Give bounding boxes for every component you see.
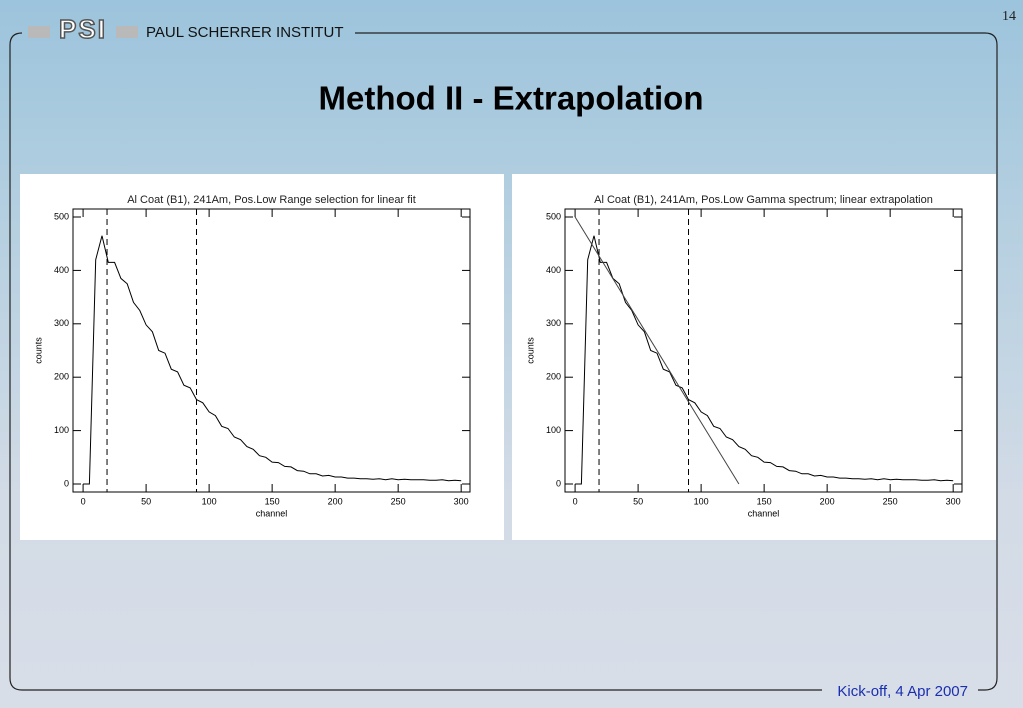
x-tick-label: 50 <box>141 496 151 506</box>
x-tick-label: 250 <box>883 496 898 506</box>
x-tick-label: 150 <box>757 496 772 506</box>
y-tick-label: 100 <box>54 425 69 435</box>
frame <box>9 32 998 691</box>
data-line <box>575 235 954 485</box>
y-tick-label: 300 <box>546 318 561 328</box>
y-tick-label: 0 <box>64 478 69 488</box>
chart-panel <box>512 174 996 540</box>
y-tick-label: 500 <box>54 211 69 221</box>
x-tick-label: 0 <box>573 496 578 506</box>
x-tick-label: 200 <box>328 496 343 506</box>
page-number: 14 <box>1002 9 1016 24</box>
y-tick-label: 400 <box>546 265 561 275</box>
x-tick-label: 100 <box>694 496 709 506</box>
y-tick-label: 400 <box>54 265 69 275</box>
x-tick-label: 50 <box>633 496 643 506</box>
data-line <box>83 235 462 485</box>
y-tick-label: 100 <box>546 425 561 435</box>
y-axis-label: counts <box>33 337 43 364</box>
footer: Kick-off, 4 Apr 2007 <box>837 683 968 700</box>
institute-name: PAUL SCHERRER INSTITUT <box>146 24 344 41</box>
x-axis-label: channel <box>748 508 780 518</box>
y-axis-label: counts <box>525 337 535 364</box>
y-tick-label: 0 <box>556 478 561 488</box>
y-tick-label: 200 <box>546 372 561 382</box>
x-tick-label: 100 <box>202 496 217 506</box>
y-tick-label: 300 <box>54 318 69 328</box>
x-axis-label: channel <box>256 508 288 518</box>
plot-frame <box>564 208 963 493</box>
x-tick-label: 150 <box>265 496 280 506</box>
x-tick-label: 300 <box>946 496 961 506</box>
chart-panel <box>20 174 504 540</box>
data-line <box>574 216 740 485</box>
logo-bar <box>116 26 138 38</box>
logo-bar <box>28 26 50 38</box>
chart-title: Al Coat (B1), 241Am, Pos.Low Range selec… <box>127 194 416 206</box>
slide-title: Method II - Extrapolation <box>319 80 704 117</box>
logo: PSI <box>59 14 107 44</box>
x-tick-label: 200 <box>820 496 835 506</box>
x-tick-label: 0 <box>81 496 86 506</box>
chart-title: Al Coat (B1), 241Am, Pos.Low Gamma spect… <box>594 194 933 206</box>
x-tick-label: 300 <box>454 496 469 506</box>
x-tick-label: 250 <box>391 496 406 506</box>
y-tick-label: 500 <box>546 211 561 221</box>
y-tick-label: 200 <box>54 372 69 382</box>
plot-frame <box>72 208 471 493</box>
